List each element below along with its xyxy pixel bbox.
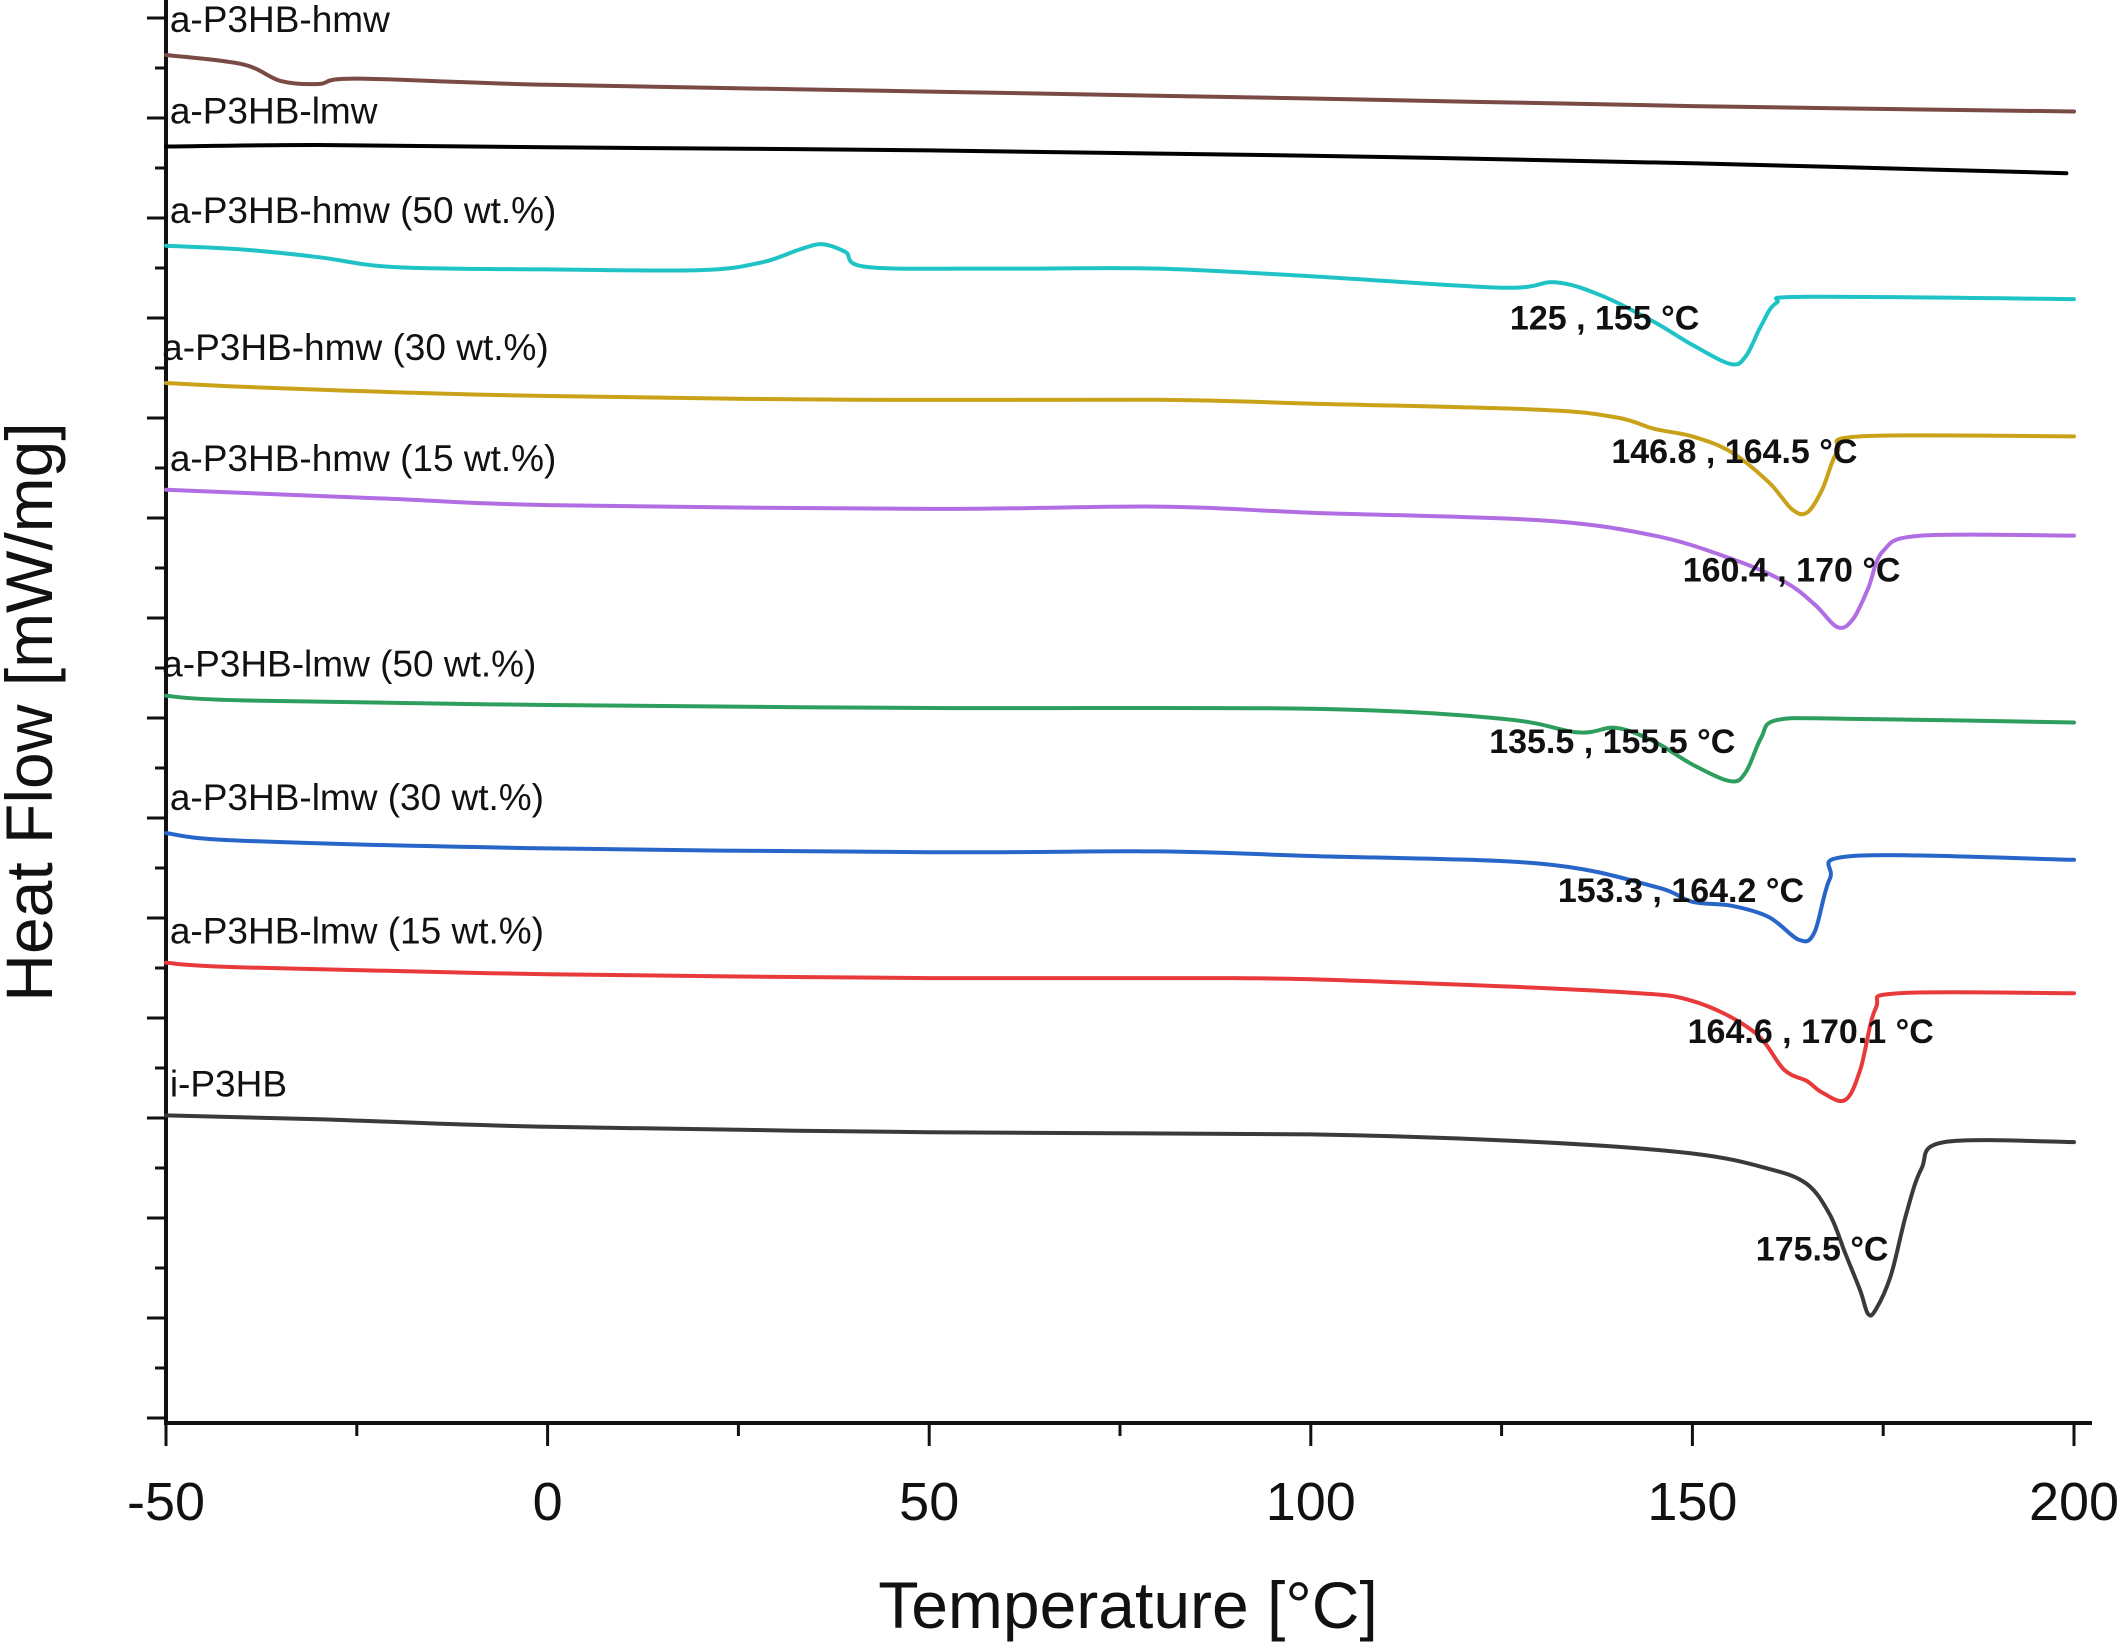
series-line [164,242,2076,367]
y-axis-title: Heat Flow [mW/mg] [0,422,66,1001]
curves [164,53,2076,1318]
series-label: i-P3HB [170,1063,287,1104]
series-line [164,960,2076,1103]
x-tick-label: -50 [127,1472,205,1532]
peak-annotation: 153.3 , 164.2 °C [1558,872,1804,910]
plot-area: -50 0 50 100 150 200 a-P3HB-hmwa-P3HB-lmwa-P3… [127,0,2119,1532]
series-line [164,142,2069,176]
peak-annotation: 164.6 , 170.1 °C [1688,1013,1934,1051]
peak-annotation: 146.8 , 164.5 °C [1611,433,1857,471]
series-line [164,53,2076,114]
series-line [164,487,2076,630]
x-tick-label: 200 [2029,1472,2119,1532]
series-label: a-P3HB-hmw (30 wt.%) [162,327,549,368]
peak-annotation: 160.4 , 170 °C [1683,551,1901,589]
peak-annotation: 175.5 °C [1756,1230,1889,1268]
curve-labels: a-P3HB-hmw a-P3HB-lmw a-P3HB-hmw (50 wt.%)… [162,0,556,1104]
x-tick-label: 0 [533,1472,563,1532]
series-label: a-P3HB-lmw (15 wt.%) [170,911,544,952]
x-tick-label: 100 [1266,1472,1356,1532]
series-label: a-P3HB-lmw [170,91,378,132]
series-label: a-P3HB-lmw (50 wt.%) [162,644,536,685]
x-ticks: -50 0 50 100 150 200 [127,1423,2119,1532]
x-axis-title: Temperature [°C] [878,1568,1378,1642]
series-line [164,1113,2076,1318]
series-label: a-P3HB-lmw (30 wt.%) [170,777,544,818]
series-line [164,831,2076,944]
x-tick-label: 50 [899,1472,959,1532]
series-label: a-P3HB-hmw (50 wt.%) [170,190,557,231]
series-line [164,693,2076,784]
peak-annotation: 125 , 155 °C [1510,300,1699,338]
peak-annotation: 135.5 , 155.5 °C [1489,723,1735,761]
x-tick-label: 150 [1647,1472,1737,1532]
y-ticks [147,16,166,1420]
series-label: a-P3HB-hmw [170,0,390,40]
series-label: a-P3HB-hmw (15 wt.%) [170,438,557,479]
peak-labels: 125 , 155 °C 146.8 , 164.5 °C 160.4 , 170 … [1489,300,1934,1269]
series-line [164,381,2076,517]
